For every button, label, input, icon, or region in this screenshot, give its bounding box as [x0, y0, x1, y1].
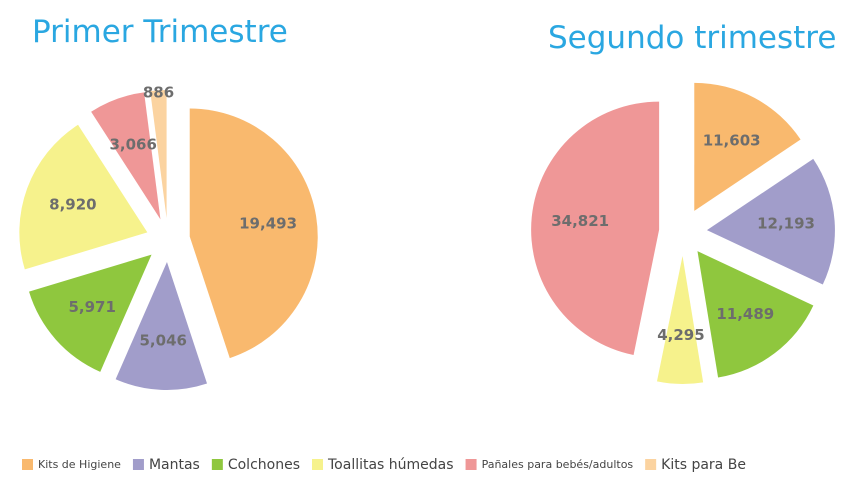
legend-label: Colchones [228, 457, 300, 473]
legend-swatch [465, 459, 477, 470]
value-label: 11,489 [716, 305, 774, 323]
pie-slice [694, 82, 801, 211]
pie-slice [115, 261, 208, 390]
chart-title: Segundo trimestre [548, 20, 836, 56]
value-label: 19,493 [239, 214, 297, 232]
legend-swatch [645, 459, 657, 470]
value-label: 11,603 [703, 131, 761, 149]
legend-swatch [312, 459, 323, 470]
legend-swatch [132, 459, 144, 470]
legend-label: Toallitas húmedas [327, 457, 454, 473]
value-label: 5,971 [68, 298, 115, 316]
pie-slice [91, 92, 161, 220]
pie-slice [150, 90, 167, 219]
value-label: 3,066 [109, 135, 156, 153]
legend-label: Kits de Higiene [38, 458, 121, 471]
pie-slice [697, 251, 814, 378]
value-label: 12,193 [757, 215, 815, 233]
pie-slice [706, 158, 835, 285]
legend-swatch [211, 459, 223, 470]
legend-label: Kits para Be [661, 457, 746, 473]
value-label: 34,821 [551, 212, 609, 230]
pie-slice [656, 255, 704, 384]
pie-slice [19, 124, 148, 270]
pie-slice [189, 108, 318, 359]
chart-title: Primer Trimestre [32, 14, 288, 50]
value-label: 8,920 [49, 196, 96, 214]
value-label: 5,046 [140, 332, 187, 350]
value-label: 4,295 [657, 326, 704, 344]
legend-swatch [22, 459, 33, 470]
value-label: 886 [143, 83, 174, 101]
pie-slice [531, 101, 660, 356]
legend-label: Mantas [149, 457, 200, 473]
pie-slice [29, 254, 152, 372]
legend-label: Pañales para bebés/adultos [482, 458, 634, 471]
